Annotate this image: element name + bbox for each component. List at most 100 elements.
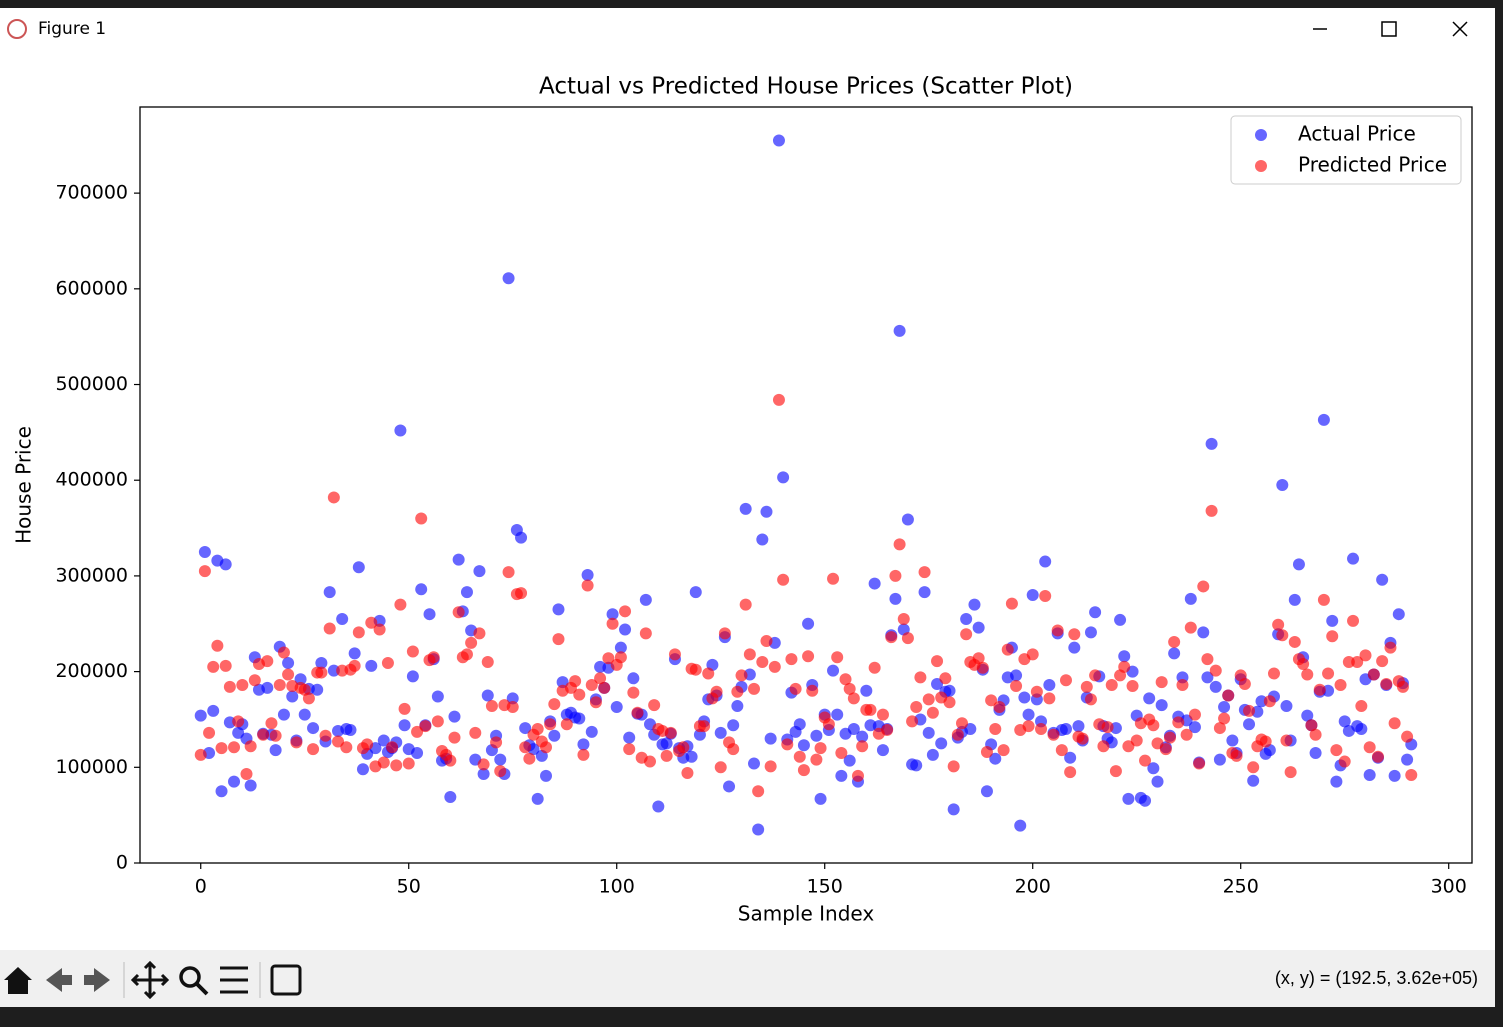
point [1101, 721, 1114, 734]
point [502, 566, 515, 579]
point [1059, 723, 1072, 736]
point [731, 700, 744, 713]
point [1043, 679, 1056, 692]
configure-button[interactable] [220, 966, 248, 994]
point [377, 756, 390, 769]
zoom-button[interactable] [179, 966, 201, 988]
point [889, 569, 902, 582]
point [1238, 678, 1251, 691]
point [623, 743, 636, 756]
point [1301, 709, 1314, 722]
point [402, 757, 415, 770]
point [1309, 728, 1322, 741]
point [531, 792, 544, 805]
legend-marker [1255, 160, 1267, 172]
home-button[interactable] [4, 967, 32, 994]
point [810, 729, 823, 742]
pan-button[interactable] [130, 960, 170, 1000]
point [290, 736, 303, 749]
close-button[interactable] [1452, 21, 1468, 37]
point [485, 700, 498, 713]
point [1401, 730, 1414, 743]
back-button[interactable] [46, 968, 72, 992]
point [523, 752, 536, 765]
point [901, 513, 914, 526]
point [660, 737, 673, 750]
point [506, 692, 519, 705]
point [897, 612, 910, 625]
point [1213, 753, 1226, 766]
point [772, 134, 785, 147]
maximize-button[interactable] [1381, 21, 1397, 37]
point [810, 753, 823, 766]
point [743, 648, 756, 661]
point [1226, 734, 1239, 747]
point [427, 651, 440, 664]
point [244, 740, 257, 753]
point [793, 750, 806, 763]
point [232, 715, 245, 728]
point [585, 679, 598, 692]
point [797, 764, 810, 777]
point [1184, 621, 1197, 634]
point [623, 731, 636, 744]
point [1396, 680, 1409, 693]
point [248, 674, 261, 687]
point [843, 682, 856, 695]
point [714, 761, 727, 774]
point [644, 755, 657, 768]
point [1351, 656, 1364, 669]
point [577, 748, 590, 761]
point [1039, 555, 1052, 568]
save-button[interactable] [270, 964, 302, 996]
point [710, 685, 723, 698]
point [1001, 643, 1014, 656]
point [444, 790, 457, 803]
point [1122, 792, 1135, 805]
point [839, 673, 852, 686]
point [756, 656, 769, 669]
point [727, 719, 740, 732]
point [856, 740, 869, 753]
point [302, 692, 315, 705]
point [1039, 590, 1052, 603]
point [951, 728, 964, 741]
point [864, 703, 877, 716]
point [1118, 660, 1131, 673]
point [1338, 715, 1351, 728]
point [1255, 695, 1268, 708]
point [947, 803, 960, 816]
point [228, 775, 241, 788]
y-axis-label: House Price [12, 426, 36, 544]
point [1089, 669, 1102, 682]
point [827, 664, 840, 677]
point [918, 586, 931, 599]
point [215, 742, 228, 755]
x-tick-label: 100 [599, 876, 635, 898]
point [1297, 657, 1310, 670]
point [972, 652, 985, 665]
point [198, 565, 211, 578]
point [1026, 648, 1039, 661]
forward-button[interactable] [84, 968, 110, 992]
point [431, 715, 444, 728]
point [685, 750, 698, 763]
point [228, 741, 241, 754]
point [1109, 765, 1122, 778]
point [1388, 769, 1401, 782]
point [386, 741, 399, 754]
point [1005, 597, 1018, 610]
point [739, 502, 752, 515]
point [652, 800, 665, 813]
point [1330, 775, 1343, 788]
point [668, 648, 681, 661]
point [1326, 630, 1339, 643]
point [1064, 766, 1077, 779]
point [993, 701, 1006, 714]
point [1276, 629, 1289, 642]
point [419, 720, 432, 733]
point [261, 655, 274, 668]
point [764, 760, 777, 773]
point [336, 612, 349, 625]
point [286, 690, 299, 703]
